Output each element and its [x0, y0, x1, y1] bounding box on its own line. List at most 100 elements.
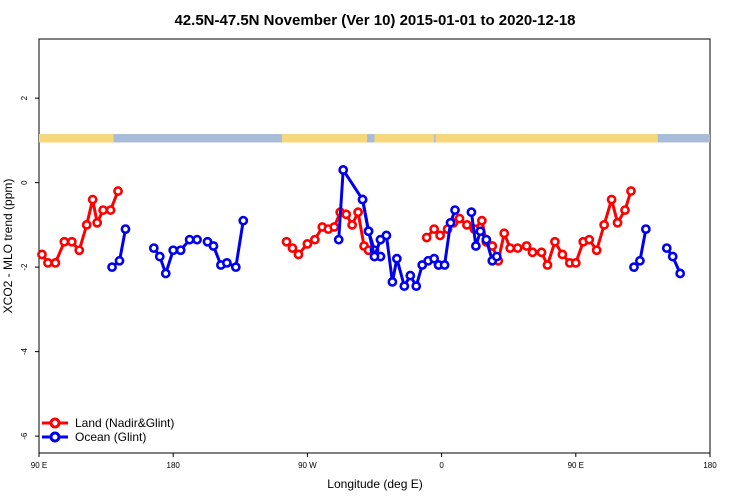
y-axis: 2 0 -2 -4 -6: [20, 95, 39, 440]
data-point: [338, 165, 349, 175]
series-ocean: [107, 165, 686, 292]
data-point: [445, 217, 456, 228]
series-layer: [37, 165, 686, 292]
data-point: [369, 251, 380, 262]
strip-land-segment: [435, 134, 529, 143]
legend-label-ocean: Ocean (Glint): [75, 430, 146, 444]
data-point: [87, 194, 98, 205]
data-point: [450, 205, 460, 215]
data-point: [462, 219, 472, 230]
data-point: [411, 281, 422, 292]
data-point: [43, 257, 53, 268]
data-point: [512, 243, 523, 254]
data-point: [591, 245, 602, 256]
data-point: [120, 224, 131, 235]
data-point: [542, 260, 553, 270]
y-tick-label: 0: [20, 180, 29, 185]
data-point: [184, 234, 195, 245]
data-point: [347, 219, 358, 230]
data-point: [107, 262, 117, 273]
plot-frame: [38, 38, 711, 454]
data-point: [550, 236, 560, 247]
series-land: [37, 186, 636, 270]
x-tick-label: 180: [167, 461, 181, 470]
data-point: [421, 232, 432, 243]
series-line: [361, 199, 440, 288]
data-point: [98, 205, 109, 215]
data-point: [606, 194, 617, 205]
data-point: [635, 255, 645, 266]
data-point: [329, 222, 340, 232]
x-axis: 90 E 180 90 W 0 90 E 180: [31, 453, 717, 470]
data-point: [333, 234, 344, 245]
data-point: [499, 228, 510, 239]
data-point: [192, 234, 202, 245]
y-tick-label: -2: [20, 263, 29, 271]
data-point: [475, 226, 486, 237]
data-point: [59, 236, 70, 247]
data-point: [661, 243, 672, 254]
data-point: [341, 209, 352, 220]
y-tick-label: 2: [20, 95, 29, 100]
data-point: [405, 270, 416, 281]
data-point: [584, 234, 595, 245]
data-point: [435, 230, 446, 241]
surface-type-strip: [39, 134, 710, 143]
strip-land-segment: [282, 134, 368, 143]
legend-label-land: Land (Nadir&Glint): [75, 416, 174, 430]
data-point: [620, 205, 630, 215]
data-point: [293, 249, 304, 260]
data-point: [37, 249, 47, 260]
data-point: [505, 243, 516, 254]
data-point: [466, 207, 477, 218]
y-tick-label: -4: [20, 348, 29, 356]
x-tick-label: 180: [703, 461, 717, 470]
data-point: [599, 219, 610, 230]
data-point: [612, 217, 623, 228]
legend-item-land: Land (Nadir&Glint): [42, 416, 174, 430]
data-point: [208, 241, 219, 251]
data-point: [92, 217, 103, 228]
data-point: [221, 257, 232, 268]
data-point: [387, 277, 398, 287]
data-point: [154, 251, 165, 262]
data-point: [399, 281, 410, 292]
data-point: [391, 253, 402, 264]
data-point: [470, 241, 481, 251]
data-point: [230, 262, 241, 273]
data-point: [521, 241, 532, 251]
data-point: [287, 243, 298, 254]
data-point: [114, 255, 125, 266]
data-point: [357, 194, 368, 205]
y-tick-label: -6: [20, 432, 29, 440]
data-point: [626, 186, 636, 196]
data-point: [536, 247, 547, 258]
data-point: [363, 226, 374, 237]
data-point: [66, 236, 77, 247]
data-point: [81, 219, 92, 230]
data-point: [302, 238, 313, 249]
data-point: [168, 245, 179, 256]
data-point: [309, 234, 320, 245]
legend-marker-ocean: [49, 431, 61, 443]
y-axis-label: XCO2 - MLO trend (ppm): [1, 179, 15, 314]
data-point: [675, 268, 686, 279]
data-point: [381, 230, 392, 241]
data-point: [439, 260, 450, 270]
data-point: [175, 245, 186, 256]
data-point: [527, 247, 538, 258]
data-point: [281, 236, 292, 247]
data-point: [629, 262, 639, 273]
data-point: [74, 245, 85, 256]
x-axis-label: Longitude (deg E): [327, 477, 422, 491]
strip-land-segment: [519, 134, 658, 143]
data-point: [570, 257, 581, 268]
data-point: [640, 224, 651, 235]
legend-item-ocean: Ocean (Glint): [42, 430, 146, 444]
legend: Land (Nadir&Glint) Ocean (Glint): [42, 416, 174, 444]
data-point: [429, 224, 440, 235]
chart-title: 42.5N-47.5N November (Ver 10) 2015-01-01…: [174, 12, 575, 29]
data-point: [481, 234, 492, 245]
data-point: [557, 249, 568, 260]
